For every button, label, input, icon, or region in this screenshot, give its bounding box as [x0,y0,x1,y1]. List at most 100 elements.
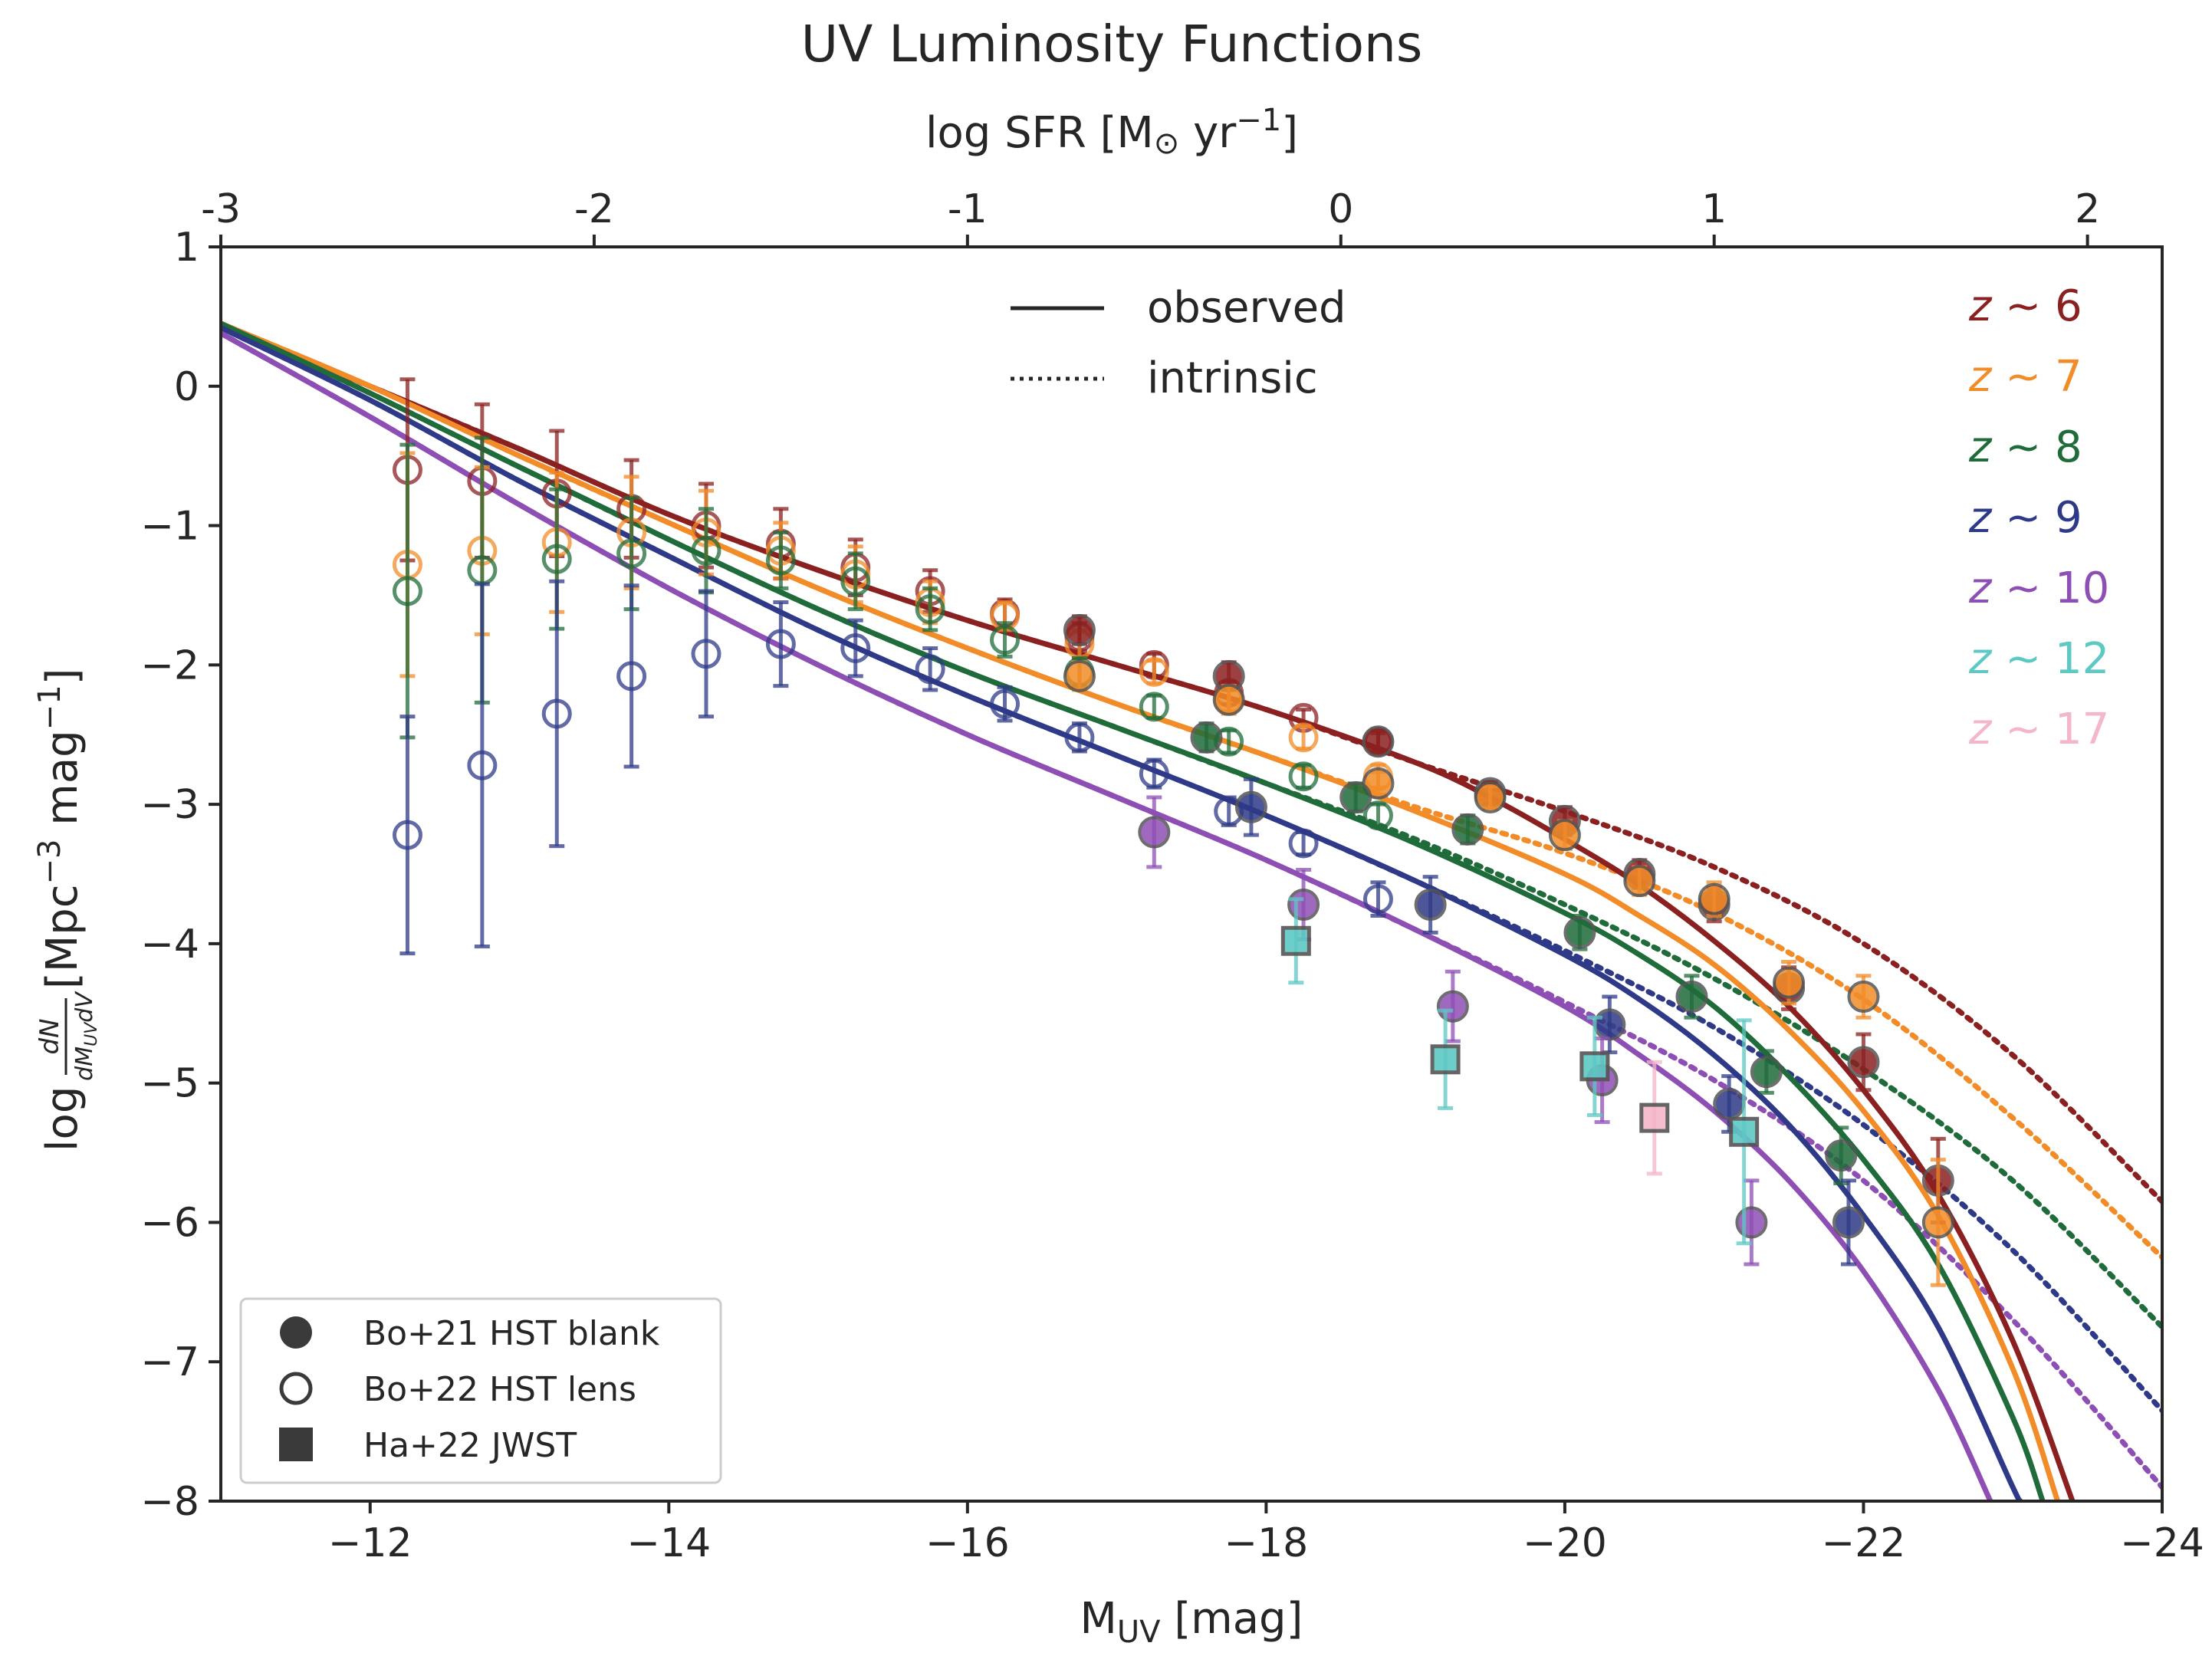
marker-legend: Bo+21 HST blank Bo+22 HST lens Ha+22 JWS… [239,1297,722,1484]
redshift-label-z17: z ~ 17 [1968,705,2109,754]
y-tick-label: 1 [174,225,199,271]
lens-points-z9 [392,579,1393,956]
redshift-label-tilde: ~ [1991,705,2055,754]
redshift-label-tilde: ~ [1991,564,2055,613]
blank-point [1063,613,1096,646]
redshift-label-z12: z ~ 12 [1968,634,2109,684]
y-tick-label: −3 [140,782,199,828]
blank-point [1847,1046,1880,1079]
blank-point [1563,916,1596,949]
y-axis-title-log: log [38,1086,87,1152]
legend-jwst-label: Ha+22 JWST [363,1426,577,1465]
blank-points-z9 [1234,777,1865,1267]
y-axis-title-exp1: −3 [32,840,67,885]
blank-point [1847,980,1880,1013]
redshift-label-z-symbol: z [1968,281,1993,331]
lens-point [1064,722,1095,753]
blank-points-z7 [1063,659,1954,1287]
redshift-label-z6: z ~ 6 [1968,281,2082,331]
redshift-label-number: 17 [2055,705,2109,754]
y-tick-label: −7 [140,1339,199,1385]
x-tick-label: −14 [626,1520,711,1566]
top-axis-title-close: ] [1281,108,1298,158]
lens-point [691,639,721,669]
lens-point [990,688,1021,719]
top-tick-label: -1 [948,186,988,232]
redshift-label-number: 10 [2055,564,2109,613]
blank-point [1623,865,1656,898]
legend-intrinsic-label: intrinsic [1147,353,1318,403]
lens-point [840,633,871,664]
lens-point [1288,761,1319,792]
top-axis-title-sun: ⊙ [1154,126,1180,161]
blank-point [1451,813,1484,846]
lens-point [392,576,422,606]
ticks-layer: −12 −14 −16 −18 −20 −22 −2410−1−2−3−4−5−6−7−8-… [140,186,2204,1566]
x-tick-label: −16 [925,1520,1010,1566]
lens-point [990,625,1021,656]
redshift-label-z-symbol: z [1968,493,1993,543]
jwst-points-z12 [1280,897,1760,1246]
y-axis-title: log dN dMUVdV [Mpc−3 mag−1] [32,668,101,1152]
blank-point [1750,1056,1783,1089]
y-axis-title-frac-num: dN [35,1018,65,1054]
redshift-label-tilde: ~ [1991,634,2055,684]
lens-points-z8 [392,435,1393,831]
lens-point [1139,656,1169,687]
redshift-legend: z ~ 6z ~ 7z ~ 8z ~ 9z ~ 10z ~ 12z ~ 17 [1968,281,2109,754]
x-axis-title-main: M [1080,1594,1117,1644]
lens-point [392,820,422,850]
x-tick-label: −22 [1822,1520,1906,1566]
redshift-label-number: 12 [2055,634,2109,684]
blank-point [1287,888,1320,921]
intrinsic-line-z8 [221,320,2162,1330]
blank-point [1548,819,1581,852]
top-axis-title: log SFR [M⊙ yr−1] [925,103,1298,161]
lens-point [1139,692,1169,722]
y-tick-label: −8 [140,1479,199,1525]
blank-point [1212,683,1245,716]
top-axis-title-main: log SFR [M [925,108,1154,158]
redshift-label-number: 8 [2055,422,2082,472]
y-axis-title-den-sub: UV [82,1021,101,1046]
lens-point [541,698,572,729]
lens-point [1362,884,1393,915]
jwst-point [1430,1044,1461,1075]
jwst-points-z17 [1639,1060,1670,1176]
y-tick-label: 0 [174,364,199,410]
observed-line-z7 [221,320,2061,1501]
top-tick-label: -3 [201,186,241,232]
x-tick-label: −12 [328,1520,412,1566]
legend-observed-label: observed [1147,283,1346,333]
lens-point [765,545,796,576]
redshift-label-number: 6 [2055,281,2082,331]
redshift-label-z7: z ~ 7 [1968,352,2082,402]
blank-point [1234,790,1267,823]
redshift-label-z-symbol: z [1968,422,1993,472]
y-tick-label: −4 [140,922,199,968]
redshift-label-z-symbol: z [1968,564,1993,613]
lens-point [616,538,647,569]
top-tick-label: -2 [574,186,614,232]
points-layer [392,377,1954,1287]
redshift-label-number: 7 [2055,352,2082,402]
blank-point [1339,781,1372,814]
y-tick-label: −2 [140,642,199,688]
observed-line-z8 [221,320,2046,1501]
x-tick-label: −20 [1523,1520,1607,1566]
blank-point [1414,888,1447,921]
observed-line-z9 [221,325,2023,1501]
chart-title: UV Luminosity Functions [801,15,1422,74]
x-tick-label: −24 [2120,1520,2204,1566]
redshift-label-number: 9 [2055,493,2082,543]
blank-point [1921,1206,1954,1239]
lens-point [915,654,945,685]
jwst-point [1639,1102,1670,1133]
blank-point [1713,1087,1746,1120]
top-axis-title-yr: yr [1179,108,1237,158]
intrinsic-line-z9 [221,324,2162,1414]
redshift-label-z-symbol: z [1968,634,1993,684]
redshift-label-z8: z ~ 8 [1968,422,2082,472]
legend-blank-label: Bo+21 HST blank [363,1314,660,1353]
